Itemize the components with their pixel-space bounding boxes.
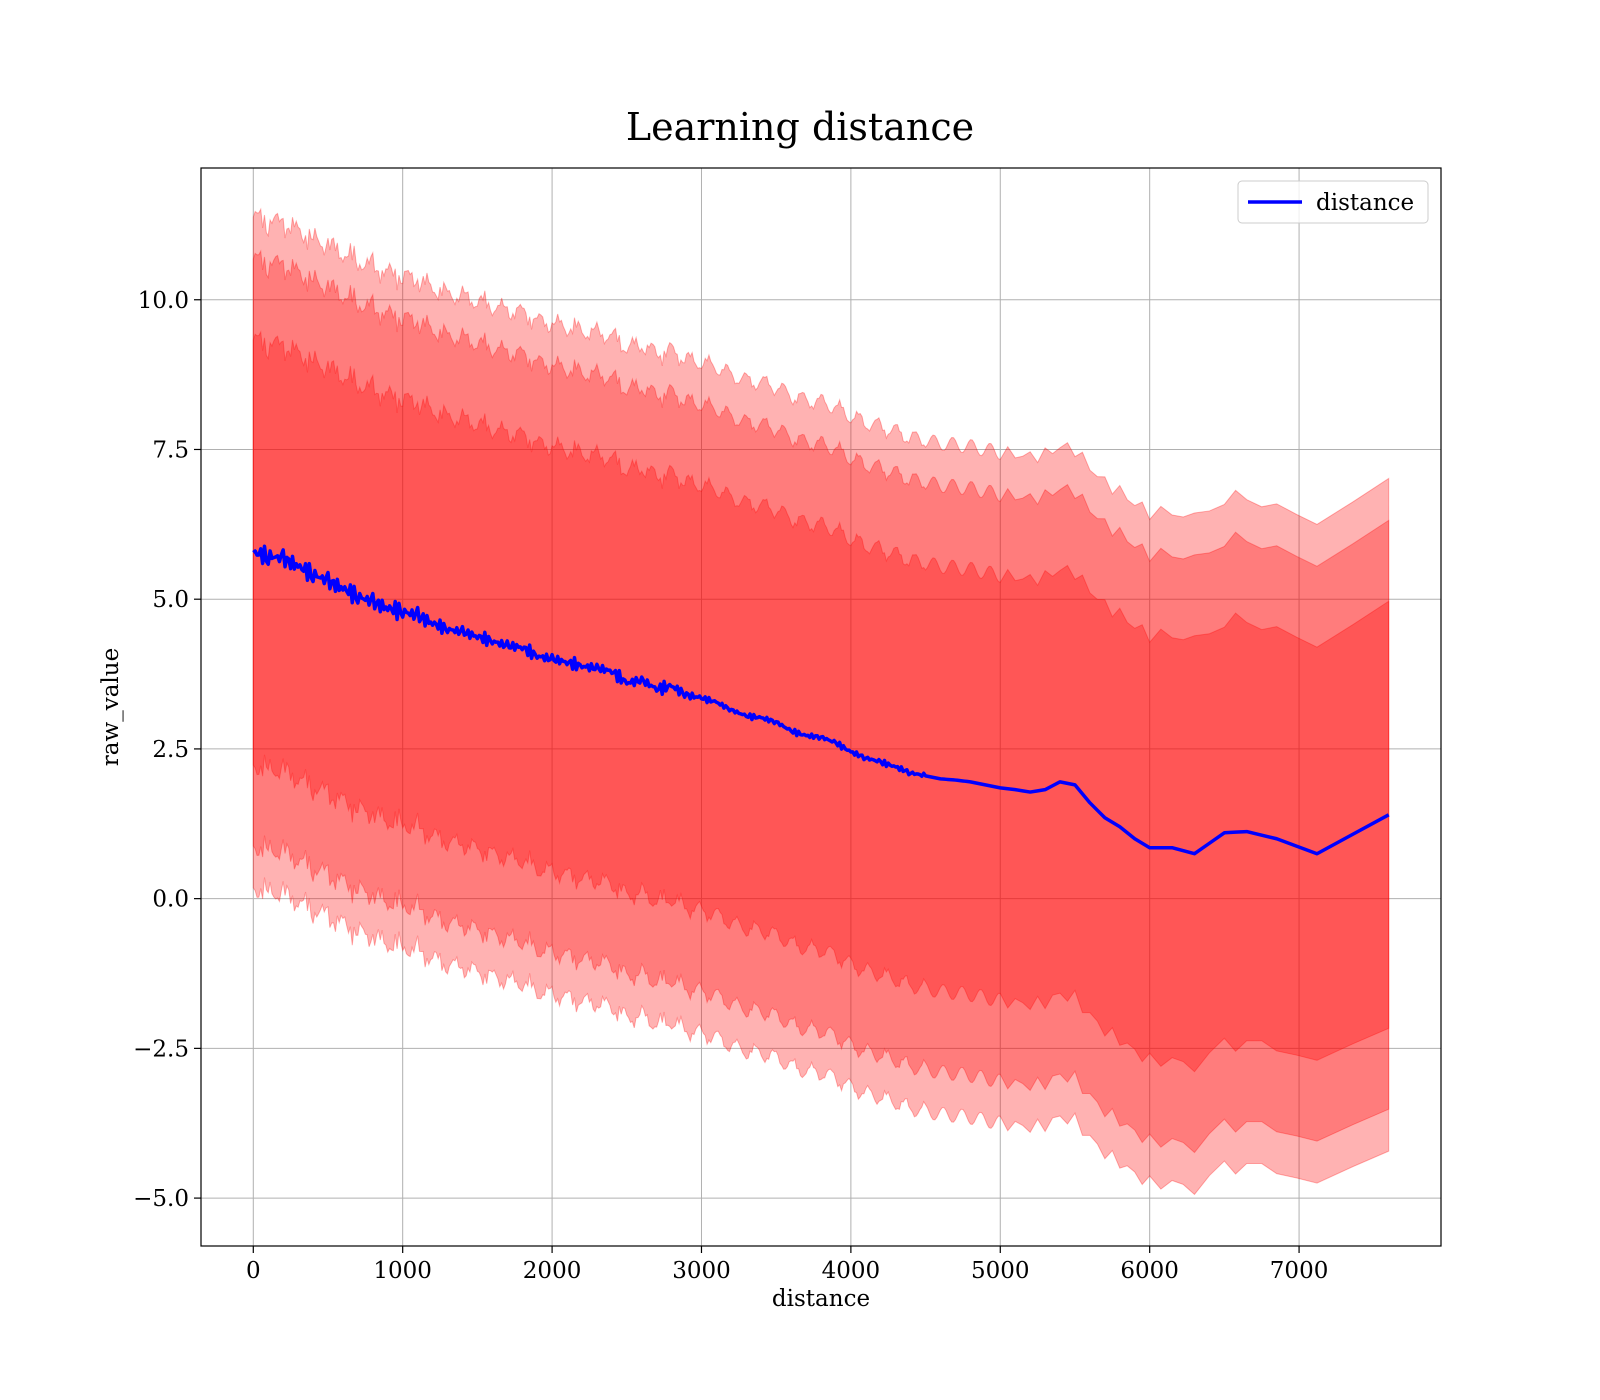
- y-tick-label: −5.0: [133, 1186, 189, 1212]
- x-tick-label: 1000: [373, 1258, 432, 1284]
- y-tick-label: 7.5: [152, 437, 189, 463]
- y-tick-label: 0.0: [152, 887, 189, 913]
- y-tick-label: 10.0: [138, 288, 189, 314]
- x-axis-label: distance: [772, 1286, 870, 1312]
- legend-label-distance: distance: [1316, 190, 1414, 216]
- x-tick-label: 3000: [672, 1258, 731, 1284]
- y-tick-label: 2.5: [152, 737, 189, 763]
- x-tick-label: 4000: [822, 1258, 881, 1284]
- plot-area: 0 1000 2000 3000 4000 5000 6000 7000 −5.0 −2.5 0.0…: [133, 167, 1442, 1284]
- legend-box: [1237, 180, 1429, 224]
- x-tick-label: 5000: [971, 1258, 1030, 1284]
- x-tick-label: 0: [246, 1258, 261, 1284]
- x-tick-label: 6000: [1120, 1258, 1179, 1284]
- band-inner: [252, 330, 1390, 1073]
- x-tick-label: 7000: [1270, 1258, 1329, 1284]
- axes-frame: [200, 167, 1442, 1247]
- x-tick-label: 2000: [523, 1258, 582, 1284]
- legend: distance: [1237, 180, 1429, 224]
- band-middle: [252, 249, 1390, 1154]
- y-axis-label: raw_value: [98, 648, 124, 766]
- band-outer: [252, 207, 1390, 1196]
- y-tick-label: 5.0: [152, 587, 189, 613]
- y-tick-label: −2.5: [133, 1036, 189, 1062]
- chart-title: Learning distance: [626, 105, 974, 149]
- series-line-distance: [252, 544, 1390, 856]
